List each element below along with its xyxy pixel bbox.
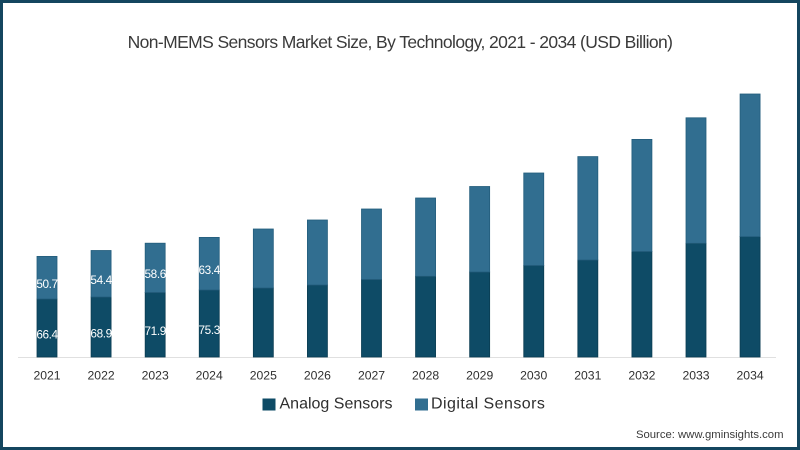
svg-text:2027: 2027: [358, 369, 385, 383]
svg-text:2028: 2028: [412, 369, 439, 383]
svg-text:2025: 2025: [250, 369, 277, 383]
svg-text:Analog Sensors: Analog Sensors: [280, 395, 393, 412]
svg-text:2021: 2021: [33, 369, 60, 383]
svg-text:2032: 2032: [628, 369, 655, 383]
svg-text:2024: 2024: [196, 369, 223, 383]
svg-text:2022: 2022: [88, 369, 115, 383]
svg-text:68.9: 68.9: [90, 326, 111, 340]
svg-text:2034: 2034: [737, 369, 764, 383]
svg-text:2030: 2030: [520, 369, 547, 383]
svg-text:2026: 2026: [304, 369, 331, 383]
svg-text:58.6: 58.6: [145, 267, 167, 281]
svg-text:54.4: 54.4: [90, 273, 112, 287]
svg-text:Digital Sensors: Digital Sensors: [431, 395, 545, 412]
svg-text:Source: www.gminsights.com: Source: www.gminsights.com: [636, 429, 784, 441]
svg-text:2031: 2031: [574, 369, 601, 383]
svg-text:63.4: 63.4: [199, 263, 221, 277]
svg-text:66.4: 66.4: [36, 327, 58, 341]
svg-text:2023: 2023: [142, 369, 169, 383]
svg-text:75.3: 75.3: [199, 323, 221, 337]
svg-text:2033: 2033: [682, 369, 709, 383]
svg-text:Non-MEMS Sensors Market Size,: Non-MEMS Sensors Market Size, By Technol…: [128, 32, 673, 52]
svg-text:71.9: 71.9: [145, 324, 166, 338]
svg-text:2029: 2029: [466, 369, 493, 383]
svg-text:50.7: 50.7: [36, 277, 57, 291]
